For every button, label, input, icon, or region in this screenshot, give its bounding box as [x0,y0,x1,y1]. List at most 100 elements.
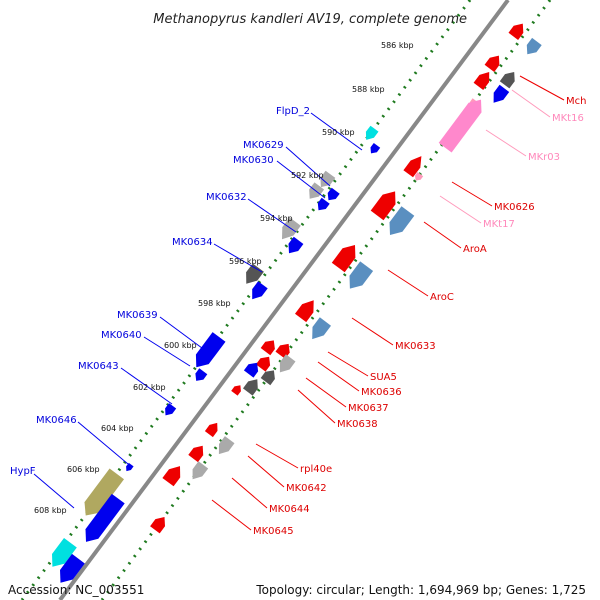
feature-mk0633b[interactable] [312,317,331,340]
feature-mk0640[interactable] [195,368,208,381]
leader-mk0644 [231,477,268,509]
tick-label-592: 592 kbp [291,171,324,180]
gene-label-mkt16[interactable]: MKt16 [552,113,584,124]
feature-mk0638[interactable] [231,385,241,396]
feature-mk0630b[interactable] [317,197,330,211]
feature-mk0624b[interactable] [526,37,542,55]
feature-mkr03[interactable] [438,99,482,153]
feature-mk0628[interactable] [331,245,356,273]
ruler-track-outer [100,0,552,600]
gene-label-rpl40e[interactable]: rpl40e [300,464,332,475]
feature-mk0630[interactable] [309,182,325,199]
feature-mk0644[interactable] [192,461,209,480]
leader-mk0626 [451,181,493,207]
topology-summary: Topology: circular; Length: 1,694,969 bp… [256,583,586,597]
leader-mk0638 [297,389,336,424]
feature-sua5[interactable] [279,354,296,373]
feature-mk0633c[interactable] [260,340,275,356]
gene-label-mk0630[interactable]: MK0630 [233,155,274,166]
gene-label-mk0632[interactable]: MK0632 [206,192,247,203]
feature-mk0646[interactable] [126,462,134,472]
feature-mk0636[interactable] [260,370,275,386]
gene-label-flpd-2[interactable]: FlpD_2 [276,106,310,117]
feature-mk0641[interactable] [218,436,235,455]
feature-mk0647b[interactable] [60,553,85,583]
gene-label-mk0633[interactable]: MK0633 [395,341,436,352]
leader-mk0640 [143,336,191,367]
feature-mk0624[interactable] [508,23,524,40]
gene-label-aroa[interactable]: AroA [463,244,487,255]
gene-label-mkt17[interactable]: MKt17 [483,219,515,230]
leader-mk0637 [305,377,347,408]
feature-flpd2[interactable] [365,125,379,140]
feature-mk0637[interactable] [243,379,258,396]
feature-mk0629[interactable] [320,170,336,188]
leader-mk0645 [211,499,252,531]
gene-label-mk0640[interactable]: MK0640 [101,330,142,341]
reverse-gene-labels: Mch MKt16 MKr03 MK0626 MKt17 AroA AroC M… [253,96,586,537]
gene-label-mk0634[interactable]: MK0634 [172,237,213,248]
tick-label-602: 602 kbp [133,383,166,392]
tick-label-590: 590 kbp [322,128,355,137]
feature-hypf[interactable] [84,468,125,516]
feature-mk0645[interactable] [150,517,165,534]
gene-label-mk0646[interactable]: MK0646 [36,415,77,426]
feature-mk0644b[interactable] [162,466,181,487]
leader-mk0632 [247,198,297,233]
gene-label-mk0642[interactable]: MK0642 [286,483,327,494]
feature-aroc[interactable] [349,261,374,289]
tick-label-598: 598 kbp [198,299,231,308]
leader-mk0636 [317,361,360,392]
gene-label-mk0637[interactable]: MK0637 [348,403,389,414]
feature-mk0625[interactable] [473,72,490,90]
tick-label-588: 588 kbp [352,85,385,94]
feature-mk0636b[interactable] [243,362,259,378]
feature-mk0634[interactable] [246,263,264,284]
feature-mk0629b[interactable] [327,187,340,201]
tick-label-596: 596 kbp [229,257,262,266]
feature-mk0647[interactable] [52,538,77,567]
feature-rpl40e[interactable] [204,422,218,438]
gene-label-mk0644[interactable]: MK0644 [269,504,310,515]
tick-label-608: 608 kbp [34,506,67,515]
feature-mk0635[interactable] [255,356,271,372]
feature-mk0626[interactable] [403,156,422,178]
feature-mk0627[interactable] [370,191,396,221]
leader-mkt16 [511,89,551,118]
feature-mk0634b[interactable] [252,281,268,300]
feature-mkt17[interactable] [415,172,424,181]
gene-label-mkr03[interactable]: MKr03 [528,152,560,163]
gene-label-mk0643[interactable]: MK0643 [78,361,119,372]
gene-label-mk0626[interactable]: MK0626 [494,202,535,213]
gene-label-mk0645[interactable]: MK0645 [253,526,294,537]
feature-mk0639[interactable] [195,332,226,368]
leader-mk0639 [159,316,207,352]
genome-backbone [58,0,510,600]
feature-mk0642[interactable] [188,445,204,463]
feature-aroa[interactable] [389,206,415,235]
gene-label-mk0629[interactable]: MK0629 [243,140,284,151]
gene-label-hypf[interactable]: HypF [10,466,36,477]
feature-mk0643[interactable] [165,403,177,416]
tick-label-594: 594 kbp [260,214,293,223]
leader-mch [519,75,565,101]
scale-tick-labels: 586 kbp 588 kbp 590 kbp 592 kbp 594 kbp … [34,41,414,515]
leader-mk0630 [276,160,326,199]
feature-mk0631[interactable] [295,300,314,323]
gene-label-sua5[interactable]: SUA5 [370,372,397,383]
leader-mk0629 [285,146,331,187]
feature-hypf-b[interactable] [85,493,125,542]
feature-mk0632b[interactable] [288,236,304,254]
gene-label-mk0639[interactable]: MK0639 [117,310,158,321]
gene-label-mch[interactable]: Mch [566,96,586,107]
feature-flpd2b[interactable] [370,143,381,154]
gene-label-aroc[interactable]: AroC [430,292,454,303]
feature-mk0625b[interactable] [493,84,510,103]
leader-mk0646 [77,421,129,465]
gene-label-mk0638[interactable]: MK0638 [337,419,378,430]
feature-mch-b[interactable] [499,72,515,89]
leader-mkr03 [485,129,527,157]
leader-mk0643 [120,367,173,405]
gene-label-mk0636[interactable]: MK0636 [361,387,402,398]
feature-mch[interactable] [484,55,500,72]
